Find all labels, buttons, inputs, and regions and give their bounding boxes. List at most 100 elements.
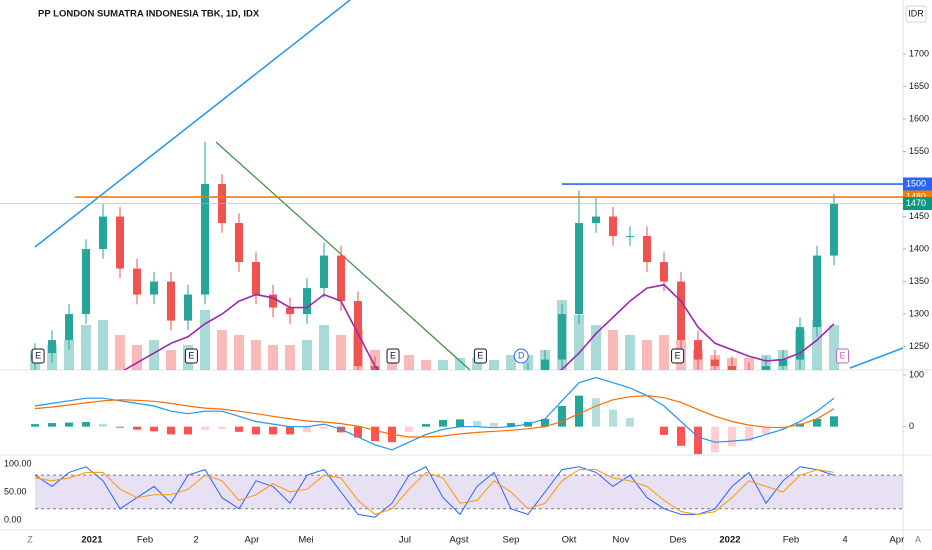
- y-tick-label: 1450: [909, 211, 929, 221]
- x-tick-label: Des: [669, 535, 686, 546]
- candle-body: [625, 236, 634, 238]
- volume-bar: [149, 340, 160, 370]
- macd-histogram-bar: [761, 426, 770, 434]
- event-label: E: [839, 350, 845, 360]
- auto-button[interactable]: A: [915, 534, 921, 544]
- candle-body: [82, 249, 91, 315]
- zoom-button[interactable]: Z: [27, 534, 33, 544]
- macd-histogram-bar: [659, 426, 668, 435]
- moving-average: [122, 283, 835, 370]
- macd-histogram-bar: [727, 426, 736, 447]
- volume-bar: [64, 340, 75, 370]
- macd-histogram-bar: [574, 395, 583, 427]
- y-tick-label: 1400: [909, 243, 929, 253]
- candle-body: [133, 268, 142, 295]
- event-label: E: [390, 350, 396, 360]
- chart-title: PP LONDON SUMATRA INDONESIA TBK, 1D, IDX: [38, 9, 260, 20]
- stoch-d: [34, 469, 835, 515]
- macd-histogram-bar: [405, 426, 414, 432]
- candle-body: [286, 307, 295, 315]
- macd-histogram-bar: [625, 417, 634, 427]
- y-tick-label: 1700: [909, 48, 929, 58]
- volume-bar: [471, 358, 482, 370]
- event-marker: [473, 348, 487, 364]
- event-label: D: [518, 350, 525, 360]
- x-tick-label: 4: [842, 535, 847, 546]
- macd-histogram-bar: [591, 398, 600, 427]
- macd-histogram-bar: [812, 418, 821, 427]
- x-tick-label: 2022: [719, 535, 740, 546]
- candle-body: [778, 359, 787, 367]
- candle-body: [693, 340, 702, 360]
- macd-histogram-bar: [286, 426, 295, 435]
- candle-body: [320, 255, 329, 289]
- volume-bar: [438, 360, 449, 370]
- volume-bar: [590, 325, 601, 370]
- macd-histogram-bar: [31, 424, 40, 427]
- volume-bar: [200, 310, 211, 370]
- candle-body: [812, 255, 821, 328]
- candle-body: [591, 216, 600, 224]
- currency-box[interactable]: [905, 5, 927, 23]
- price-badge: [903, 197, 932, 211]
- candle-body: [116, 216, 125, 269]
- volume-bar: [811, 320, 822, 370]
- price-badge-label: 1470: [906, 198, 926, 208]
- y-tick-label: 1600: [909, 113, 929, 123]
- event-marker: [31, 348, 45, 364]
- x-tick-label: Okt: [562, 535, 577, 546]
- candle-body: [184, 294, 193, 321]
- event-label: E: [675, 350, 681, 360]
- macd-histogram-bar: [116, 426, 125, 428]
- x-tick-label: 2021: [81, 535, 103, 546]
- macd-histogram-bar: [472, 420, 481, 427]
- y-tick-label: 1650: [909, 81, 929, 91]
- volume-bar: [98, 320, 109, 370]
- volume-bar: [607, 330, 618, 370]
- y-tick-label: 100: [909, 369, 924, 379]
- x-tick-label: 2: [193, 535, 198, 546]
- volume-bar: [505, 355, 516, 370]
- event-marker: [671, 348, 685, 364]
- volume-bar: [234, 335, 245, 370]
- macd-histogram-bar: [557, 405, 566, 427]
- candle-body: [167, 281, 176, 321]
- volume-bar: [336, 335, 347, 370]
- candle-body: [269, 294, 278, 308]
- candle-body: [439, 405, 447, 412]
- event-marker: [184, 348, 198, 364]
- macd-histogram-bar: [235, 426, 244, 432]
- macd-histogram-bar: [303, 426, 312, 433]
- y-tick-label: 100.00: [4, 458, 32, 468]
- x-tick-label: Feb: [783, 535, 799, 546]
- candle-body: [710, 359, 719, 367]
- x-tick-label: Apr: [245, 535, 260, 546]
- macd-histogram-bar: [218, 426, 227, 429]
- currency[interactable]: IDR: [908, 8, 924, 18]
- volume-bar: [166, 350, 177, 370]
- y-tick-label: 1250: [909, 341, 929, 351]
- event-marker: [386, 348, 400, 364]
- macd-histogram-bar: [320, 426, 329, 429]
- macd-histogram-bar: [422, 424, 431, 427]
- candle-body: [48, 340, 57, 354]
- y-tick-label: 1300: [909, 308, 929, 318]
- volume-bar: [115, 335, 126, 370]
- event-label: E: [35, 350, 41, 360]
- event-label: E: [188, 350, 194, 360]
- volume-bar: [404, 355, 415, 370]
- candle-body: [388, 386, 396, 399]
- volume-bar: [641, 340, 652, 370]
- macd-histogram-bar: [201, 426, 210, 430]
- macd-histogram-bar: [48, 423, 57, 427]
- candle-body: [557, 314, 566, 360]
- volume-bar: [81, 325, 92, 370]
- x-tick-label: Agst: [449, 535, 468, 546]
- macd-histogram-bar: [184, 426, 193, 435]
- x-tick-label: Nov: [613, 535, 630, 546]
- x-tick-label: Apr: [889, 535, 904, 546]
- volume-bar: [522, 355, 533, 370]
- candle-body: [676, 281, 685, 341]
- candle-body: [745, 373, 753, 380]
- macd-histogram-bar: [676, 426, 685, 446]
